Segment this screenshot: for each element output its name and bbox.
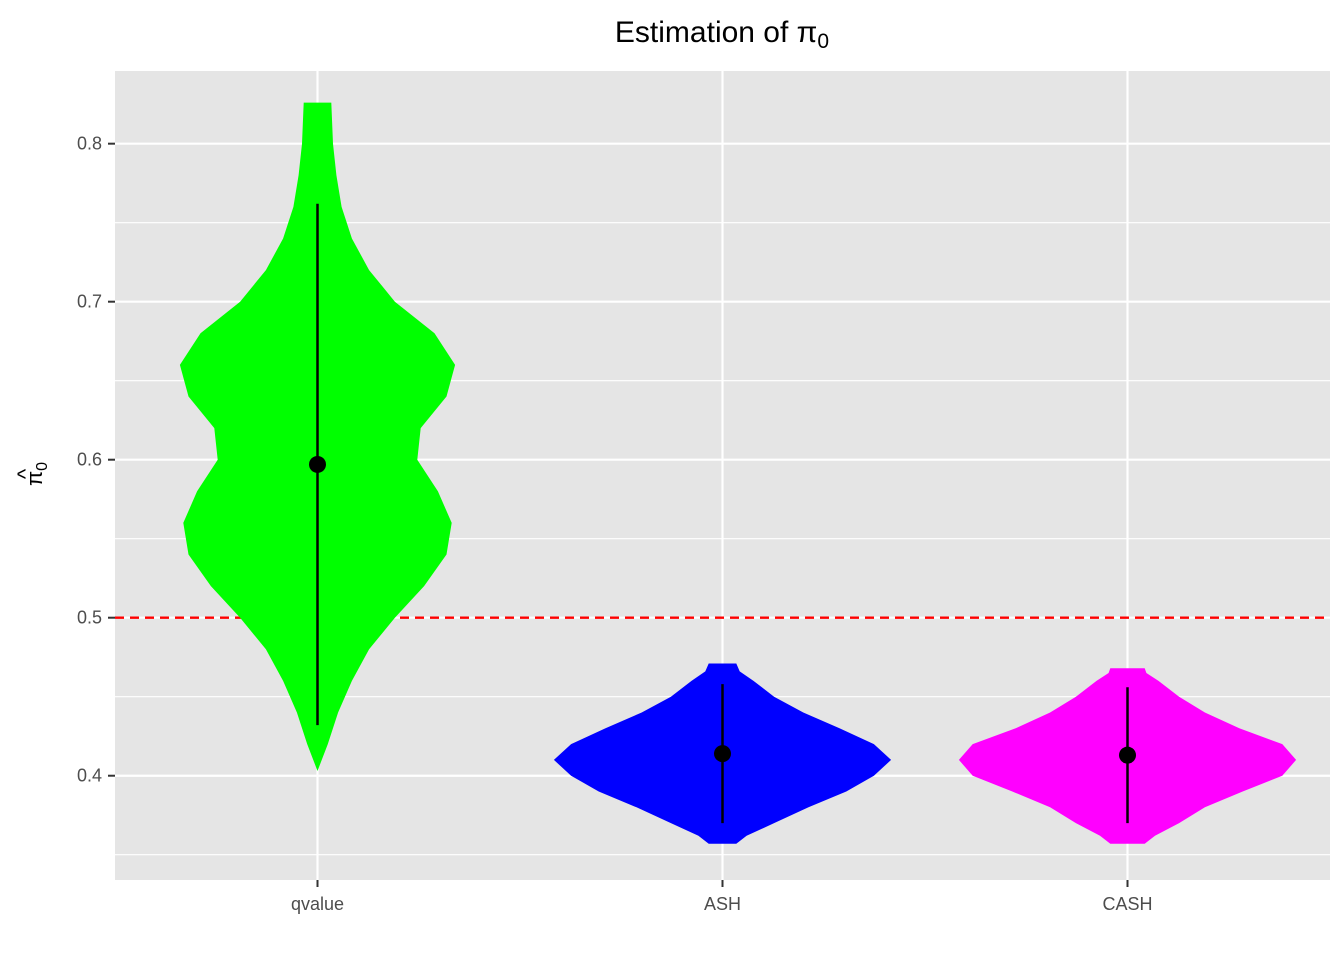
y-tick-label: 0.8 <box>77 134 102 154</box>
x-tick-label: qvalue <box>291 894 344 914</box>
x-tick-label: CASH <box>1102 894 1152 914</box>
y-tick-label: 0.5 <box>77 608 102 628</box>
chart-title: Estimation of π0 <box>615 16 829 53</box>
y-axis-title-hat: ^ <box>13 468 38 479</box>
y-axis-title: ^ π0 <box>13 462 51 486</box>
y-tick-label: 0.4 <box>77 766 102 786</box>
plot-panel <box>115 71 1330 880</box>
median-point-qvalue <box>309 455 326 473</box>
median-point-CASH <box>1119 746 1136 764</box>
y-axis-title-subscript: 0 <box>34 462 51 471</box>
y-axis-title-main: π <box>22 471 47 486</box>
y-tick-label: 0.7 <box>77 292 102 312</box>
axes: 0.4 0.5 0.6 0.7 0.8 qvalue ASH CASH <box>77 134 1153 914</box>
chart-title-main: Estimation of π <box>615 16 817 49</box>
chart-title-subscript: 0 <box>817 30 829 53</box>
y-tick-label: 0.6 <box>77 450 102 470</box>
median-point-ASH <box>714 745 731 763</box>
x-tick-label: ASH <box>704 894 741 914</box>
y-axis-title-text: π0 <box>22 462 51 486</box>
